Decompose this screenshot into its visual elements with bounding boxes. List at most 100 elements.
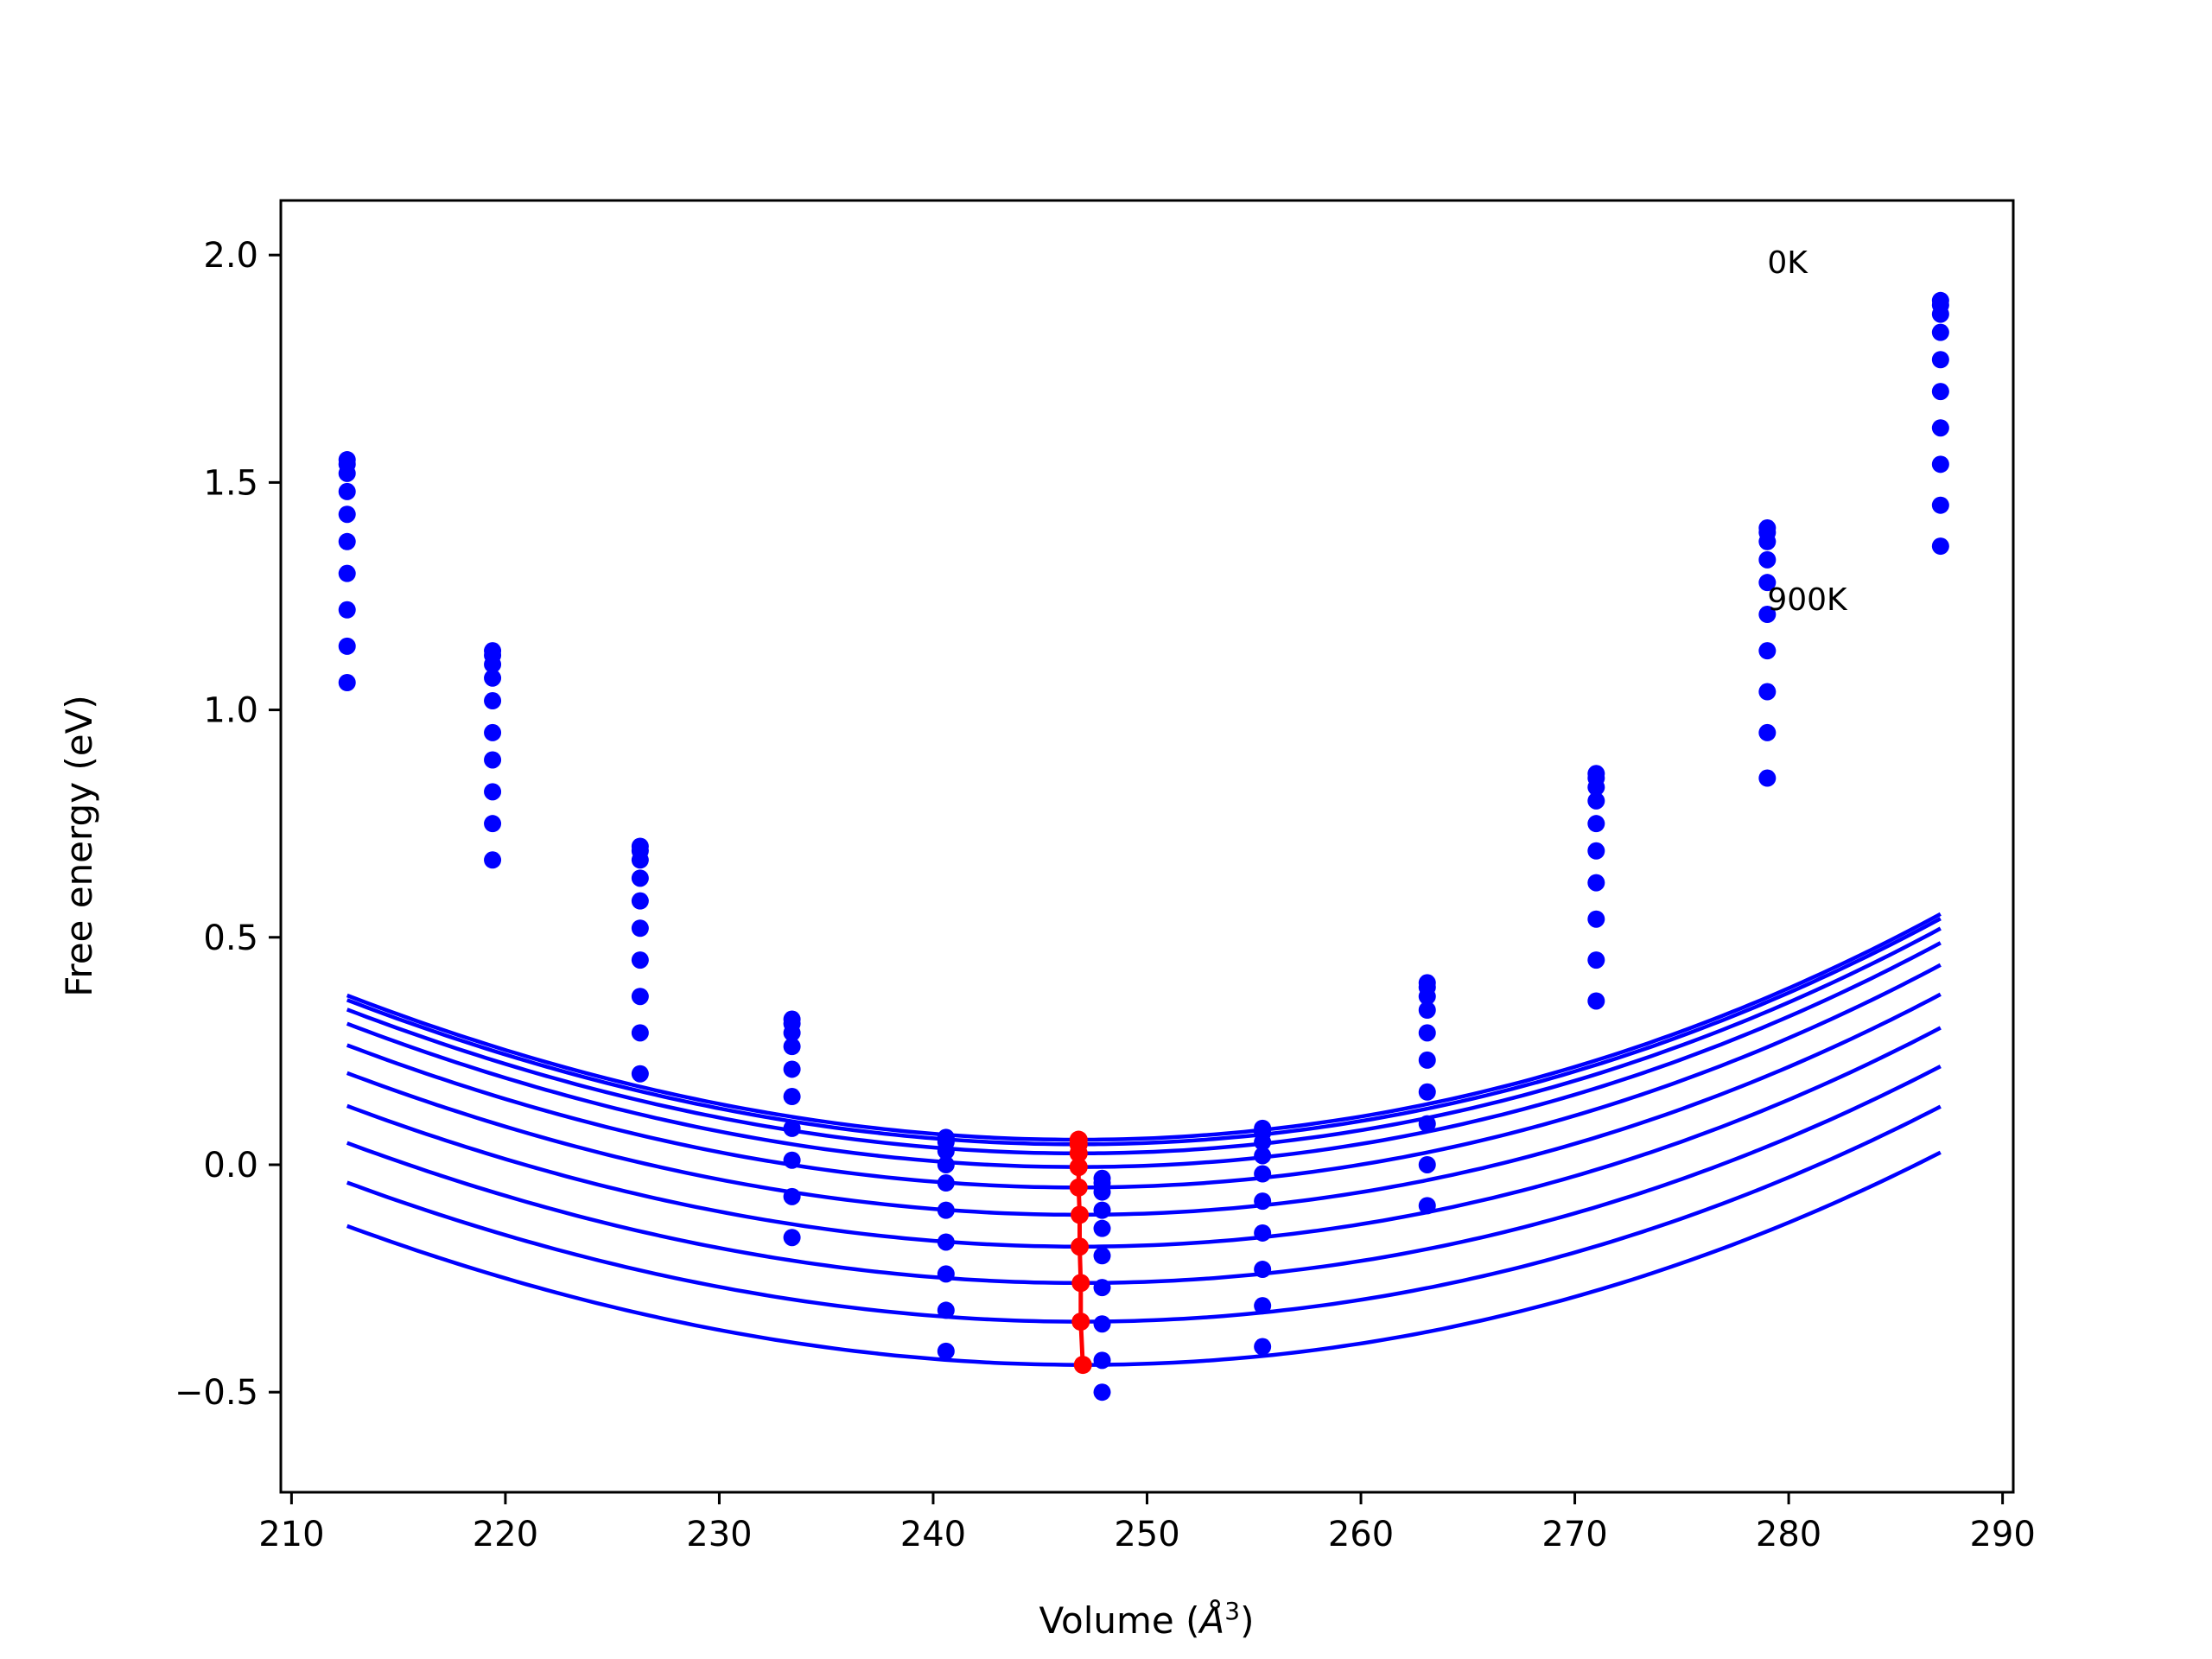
data-point — [1093, 1383, 1111, 1402]
data-point — [631, 1024, 649, 1042]
data-point — [1418, 1001, 1436, 1020]
data-point — [631, 851, 649, 869]
data-point — [1931, 383, 1949, 401]
data-point — [1931, 351, 1949, 369]
data-point — [631, 919, 649, 938]
data-point — [1254, 1261, 1272, 1279]
minimum-point — [1069, 1144, 1088, 1163]
minimum-point — [1071, 1313, 1090, 1332]
fit-curve — [346, 1065, 1942, 1286]
data-point — [937, 1265, 955, 1283]
y-tick-label: 1.5 — [203, 463, 258, 503]
data-point — [1587, 815, 1605, 833]
data-point — [783, 1024, 801, 1042]
data-point — [1254, 1224, 1272, 1242]
data-point — [631, 988, 649, 1006]
data-point — [1758, 550, 1777, 569]
data-point — [1418, 1197, 1436, 1215]
fit-curve — [346, 912, 1942, 1142]
data-point — [783, 1151, 801, 1169]
data-point — [338, 637, 356, 655]
data-point — [783, 1088, 801, 1106]
x-tick-label: 240 — [900, 1515, 966, 1554]
data-point — [631, 1065, 649, 1083]
data-point — [1758, 723, 1777, 741]
fit-curve — [346, 963, 1942, 1190]
data-point — [631, 892, 649, 910]
data-point — [631, 951, 649, 969]
fit-curve — [346, 1150, 1942, 1367]
y-tick-label: 1.0 — [203, 691, 258, 731]
data-point — [1254, 1192, 1272, 1211]
data-point — [1587, 842, 1605, 860]
minimum-point — [1069, 1158, 1088, 1177]
minimum-point — [1069, 1178, 1088, 1197]
temperature-label: 0K — [1767, 245, 1808, 281]
data-point — [1093, 1315, 1111, 1333]
y-axis-title: Free energy (eV) — [58, 695, 100, 997]
data-point — [1587, 951, 1605, 969]
data-point — [484, 851, 502, 869]
data-point — [1758, 769, 1777, 787]
data-point — [484, 692, 502, 710]
x-tick-label: 280 — [1756, 1515, 1821, 1554]
fit-curve — [346, 1026, 1942, 1249]
data-point — [484, 815, 502, 833]
data-point — [1418, 1024, 1436, 1042]
data-point — [1418, 1083, 1436, 1101]
data-point — [1418, 988, 1436, 1006]
minimum-point — [1071, 1274, 1090, 1293]
data-point — [338, 601, 356, 619]
data-point — [1093, 1247, 1111, 1265]
minimum-point — [1071, 1205, 1090, 1224]
data-point — [1254, 1165, 1272, 1183]
data-point — [1758, 606, 1777, 624]
data-point — [1931, 496, 1949, 514]
data-point — [1587, 910, 1605, 928]
data-point — [1587, 791, 1605, 810]
data-point — [1758, 532, 1777, 550]
y-tick-label: 0.5 — [203, 918, 258, 958]
plot-area — [338, 291, 1949, 1402]
data-point — [1931, 455, 1949, 474]
x-axis-title: Volume (Å3) — [1039, 1597, 1255, 1643]
data-point — [338, 464, 356, 482]
x-tick-label: 230 — [686, 1515, 752, 1554]
data-point — [1418, 1115, 1436, 1133]
minimum-point — [1073, 1356, 1092, 1375]
data-point — [1587, 779, 1605, 797]
data-point — [484, 669, 502, 687]
data-point — [937, 1301, 955, 1319]
data-point — [631, 869, 649, 887]
data-point — [937, 1155, 955, 1173]
data-point — [1931, 323, 1949, 341]
data-point — [1931, 419, 1949, 437]
y-tick-label: 2.0 — [203, 236, 258, 276]
fit-curve — [346, 941, 1942, 1169]
data-point — [1758, 574, 1777, 592]
data-point — [484, 655, 502, 673]
x-tick-label: 290 — [1969, 1515, 2035, 1554]
data-point — [783, 1038, 801, 1056]
data-point — [783, 1229, 801, 1247]
data-point — [1587, 992, 1605, 1010]
annotations: 0K 900K — [1767, 245, 1848, 618]
x-tick-label: 220 — [473, 1515, 538, 1554]
fit-curve — [346, 917, 1942, 1147]
x-tick-label: 260 — [1328, 1515, 1394, 1554]
data-point — [937, 1201, 955, 1219]
data-point — [1931, 537, 1949, 556]
data-point — [1254, 1133, 1272, 1151]
x-axis: 210 220 230 240 250 260 270 280 290 — [258, 1492, 2036, 1554]
data-point — [1418, 1051, 1436, 1069]
data-point — [1931, 305, 1949, 323]
data-point — [783, 1119, 801, 1137]
data-point — [484, 783, 502, 801]
fit-curve — [346, 1104, 1942, 1324]
data-point — [937, 1233, 955, 1251]
data-point — [1758, 642, 1777, 660]
data-point — [338, 532, 356, 550]
data-point — [783, 1187, 801, 1205]
